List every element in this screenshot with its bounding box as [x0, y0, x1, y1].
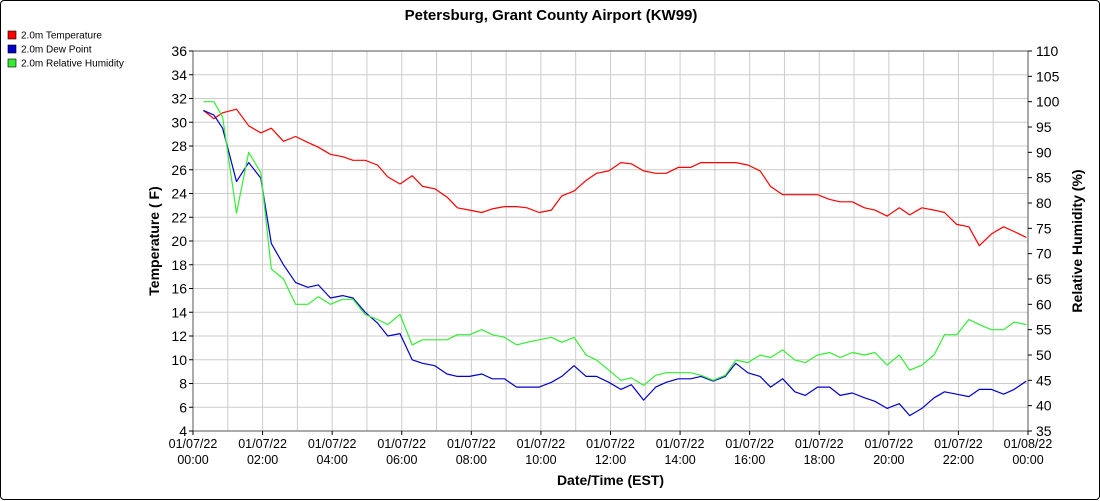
series-line-temperature	[203, 108, 1027, 247]
x-tick-label-time: 00:00	[177, 453, 208, 467]
grid-lines	[192, 50, 1029, 432]
y-tick-label: 32	[171, 91, 187, 107]
x-tick-label-date: 01/07/22	[377, 437, 426, 451]
y2-tick-label: 100	[1036, 94, 1060, 110]
x-tick-label-date: 01/07/22	[169, 437, 218, 451]
x-tick-label-date: 01/07/22	[795, 437, 844, 451]
x-tick-label-date: 01/07/22	[586, 437, 635, 451]
x-tick-label-time: 00:00	[1012, 453, 1043, 467]
y2-tick-label: 55	[1036, 322, 1052, 338]
x-axis: 01/07/22 00:00 01/07/22 02:00 01/07/22 04:00 0…	[169, 431, 1053, 467]
y-axis-left: 4 6 8 10 12 14 16 18 20 22 24 26 28 30 32 34 36	[171, 43, 193, 439]
x-tick-label-time: 12:00	[595, 453, 626, 467]
x-axis-label: Date/Time (EST)	[557, 472, 664, 488]
y2-tick-label: 105	[1036, 68, 1060, 84]
y-tick-label: 24	[171, 186, 187, 202]
y2-tick-label: 95	[1036, 119, 1052, 135]
series-line-relative-humidity	[203, 101, 1027, 386]
x-tick-label-time: 10:00	[525, 453, 556, 467]
y2-tick-label: 75	[1036, 220, 1052, 236]
y2-tick-label: 35	[1036, 423, 1052, 439]
x-tick-label-date: 01/07/22	[725, 437, 774, 451]
x-tick-label-time: 08:00	[456, 453, 487, 467]
y2-tick-label: 40	[1036, 398, 1052, 414]
x-tick-label-date: 01/07/22	[517, 437, 566, 451]
x-tick-label-time: 20:00	[873, 453, 904, 467]
x-tick-label-date: 01/07/22	[656, 437, 705, 451]
x-tick-label-time: 04:00	[317, 453, 348, 467]
y-tick-label: 34	[171, 67, 187, 83]
series-layer	[203, 101, 1027, 417]
legend-swatch-dew-point	[7, 44, 17, 54]
y-tick-label: 36	[171, 43, 187, 59]
x-tick-label-time: 06:00	[386, 453, 417, 467]
legend: 2.0m Temperature 2.0m Dew Point 2.0m Relat…	[7, 30, 124, 70]
x-tick-label-time: 16:00	[734, 453, 765, 467]
x-tick-label-date: 01/07/22	[308, 437, 357, 451]
y-tick-label: 22	[171, 209, 187, 225]
legend-swatch-temperature	[7, 30, 17, 40]
x-tick-label-time: 02:00	[247, 453, 278, 467]
y-tick-label: 12	[171, 328, 187, 344]
y2-tick-label: 70	[1036, 246, 1052, 262]
x-tick-label-date: 01/08/22	[1004, 437, 1053, 451]
y2-tick-label: 65	[1036, 271, 1052, 287]
y2-tick-label: 50	[1036, 347, 1052, 363]
y2-tick-label: 110	[1036, 43, 1059, 59]
x-tick-label-date: 01/07/22	[447, 437, 496, 451]
y2-tick-label: 90	[1036, 144, 1052, 160]
y-tick-label: 8	[179, 376, 187, 392]
series-line-dew-point	[203, 109, 1027, 417]
y2-tick-label: 60	[1036, 296, 1052, 312]
x-tick-label-date: 01/07/22	[864, 437, 913, 451]
legend-swatch-relative-humidity	[7, 58, 17, 68]
x-tick-label-date: 01/07/22	[238, 437, 287, 451]
y2-tick-label: 85	[1036, 170, 1052, 186]
y-tick-label: 14	[171, 304, 187, 320]
y-tick-label: 30	[171, 114, 187, 130]
chart-title: Petersburg, Grant County Airport (KW99)	[405, 7, 698, 24]
y-axis-right: 35 40 45 50 55 60 65 70 75 80 85 90 95 100 105 110	[1028, 43, 1060, 439]
y-tick-label: 26	[171, 162, 187, 178]
y-tick-label: 28	[171, 138, 187, 154]
y-tick-label: 4	[179, 423, 187, 439]
y-tick-label: 18	[171, 257, 187, 273]
legend-label-temperature: 2.0m Temperature	[21, 31, 102, 42]
y-tick-label: 10	[171, 352, 187, 368]
y-axis-label: Temperature ( F)	[146, 186, 162, 295]
y-tick-label: 6	[179, 399, 187, 415]
x-tick-label-date: 01/07/22	[934, 437, 983, 451]
y2-tick-label: 80	[1036, 195, 1052, 211]
legend-label-relative-humidity: 2.0m Relative Humidity	[21, 59, 124, 70]
y2-tick-label: 45	[1036, 372, 1052, 388]
legend-label-dew-point: 2.0m Dew Point	[21, 45, 92, 56]
y-tick-label: 20	[171, 233, 187, 249]
y2-axis-label: Relative Humidity (%)	[1069, 169, 1085, 312]
x-tick-label-time: 22:00	[943, 453, 974, 467]
x-tick-label-time: 18:00	[804, 453, 835, 467]
y-tick-label: 16	[171, 281, 187, 297]
x-tick-label-time: 14:00	[664, 453, 695, 467]
